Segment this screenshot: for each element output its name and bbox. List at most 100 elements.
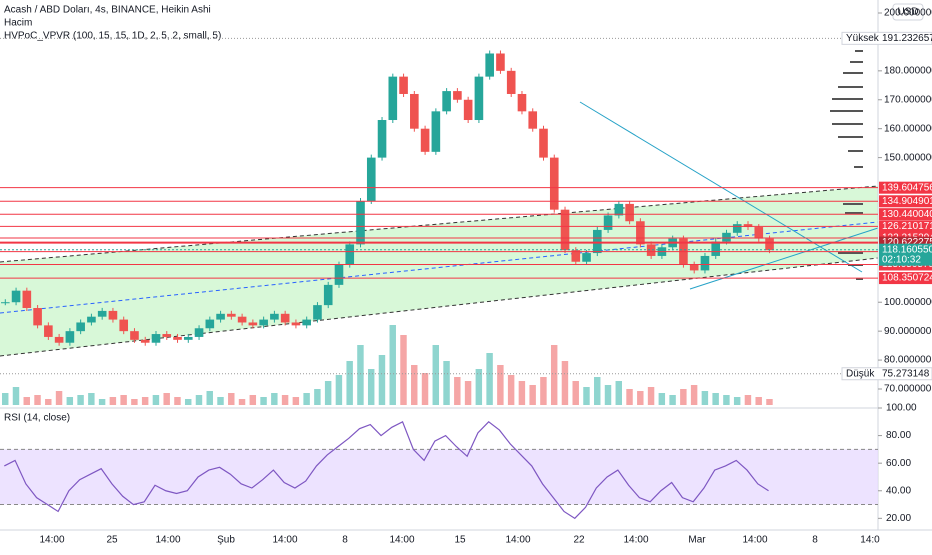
- candle: [216, 313, 225, 320]
- volume-bar: [152, 395, 160, 405]
- volume-bar: [411, 365, 418, 405]
- last-price-tag: [879, 243, 932, 256]
- candle: [496, 53, 505, 71]
- candle: [549, 157, 559, 210]
- price-tick-label: 70.000000: [884, 384, 932, 395]
- indicator-title: HVPoC_VPVR (100, 15, 15, 1D, 2, 5, 2, sm…: [4, 31, 221, 42]
- volume-bar: [88, 393, 95, 405]
- volume-bar: [163, 393, 170, 405]
- volume-bar: [733, 397, 741, 405]
- rsi-line: [4, 420, 769, 520]
- candle: [54, 336, 64, 343]
- channel-line: [0, 221, 879, 314]
- rsi-band: [0, 449, 878, 505]
- volume-bar: [314, 389, 321, 405]
- volume-bar: [389, 325, 396, 405]
- candle: [571, 250, 581, 262]
- price-tick-label: 80.000000: [884, 355, 932, 366]
- candle: [420, 128, 430, 152]
- x-tick-label: 14:00: [742, 535, 767, 546]
- candle: [431, 111, 441, 152]
- candle: [259, 319, 268, 326]
- currency-button[interactable]: [892, 3, 924, 21]
- candle: [183, 336, 193, 340]
- low-tag: [841, 367, 932, 381]
- x-tick-label: 15: [454, 535, 466, 546]
- candle: [334, 264, 344, 285]
- x-tick-label: 25: [106, 535, 118, 546]
- price-tick-label: 150.000000: [884, 152, 932, 163]
- volume-bar: [647, 387, 655, 405]
- candle: [377, 120, 387, 158]
- volume-bar: [131, 399, 138, 405]
- volume-bar: [766, 399, 773, 405]
- rsi-tick-label: 80.00: [886, 430, 911, 441]
- candle: [711, 241, 721, 256]
- channel-fill: [0, 186, 878, 356]
- volume-bar: [550, 345, 558, 405]
- level-label: 108.350724: [882, 273, 932, 284]
- candle: [97, 310, 107, 317]
- level-label: 139.604756: [882, 182, 932, 193]
- x-tick-label: 14:0: [860, 535, 880, 546]
- candle: [87, 316, 96, 323]
- volume-bar: [55, 391, 63, 405]
- candle: [173, 336, 182, 340]
- candle: [227, 313, 236, 317]
- candle: [323, 284, 333, 306]
- x-tick-label: Mar: [688, 535, 706, 546]
- volume-bar: [454, 377, 461, 405]
- candle: [366, 157, 376, 201]
- volume-bar: [658, 393, 666, 405]
- candle: [140, 339, 150, 343]
- candle: [270, 313, 279, 320]
- volume-bar: [497, 365, 504, 405]
- candle: [506, 70, 516, 94]
- candle: [646, 244, 656, 256]
- level-tag: [879, 181, 932, 194]
- currency[interactable]: USD: [897, 7, 918, 18]
- candle: [582, 253, 591, 262]
- volume-bar: [540, 377, 547, 405]
- volume-bar: [744, 395, 752, 405]
- volume-bar: [2, 393, 9, 405]
- candle: [162, 334, 172, 337]
- candle: [11, 290, 21, 303]
- volume-bar: [357, 345, 364, 405]
- candle: [517, 93, 527, 112]
- x-tick-label: 14:00: [389, 535, 414, 546]
- volume-bar: [443, 361, 450, 405]
- candle: [33, 308, 42, 326]
- volume-bar: [594, 377, 601, 405]
- candle: [302, 319, 311, 326]
- volume-bar: [346, 361, 353, 405]
- candle: [22, 290, 32, 309]
- candle: [356, 201, 365, 245]
- candle: [410, 93, 419, 129]
- level-tag: [879, 272, 932, 285]
- volume-bar: [572, 381, 579, 405]
- volume-bar: [367, 369, 375, 405]
- candle: [732, 224, 742, 233]
- low-value: 75.273148: [882, 368, 930, 379]
- candle: [614, 203, 624, 216]
- volume-bar: [120, 395, 127, 405]
- volume-bar: [518, 381, 526, 405]
- volume-bar: [281, 395, 289, 405]
- volume-bar: [195, 395, 203, 405]
- volume-bar: [23, 397, 30, 405]
- price-tick-label: 100.000000: [884, 297, 932, 308]
- candle: [474, 76, 484, 121]
- level-tag: [879, 208, 932, 221]
- volume-bar: [228, 393, 235, 405]
- volume-bar: [324, 381, 332, 405]
- symbol-title: Acash / ABD Doları, 4s, BINANCE, Heikin …: [4, 5, 211, 16]
- volume-bar: [464, 381, 472, 405]
- volume-bar: [271, 393, 278, 405]
- candle: [151, 334, 161, 343]
- volume-bar: [723, 395, 730, 405]
- candle: [689, 264, 699, 271]
- candle: [119, 319, 129, 332]
- rsi-tick-label: 20.00: [886, 513, 911, 524]
- high-name: Yüksek: [846, 33, 880, 44]
